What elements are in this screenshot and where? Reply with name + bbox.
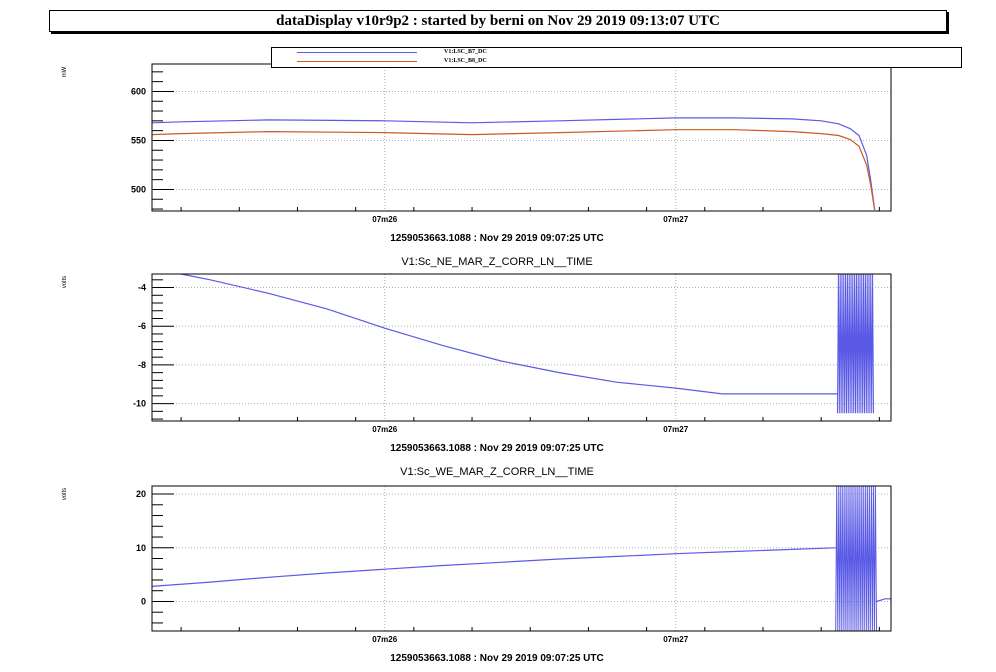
chart-1: 500 550 600 07m26 07m27 mW 1259053663.1088 : N… <box>62 63 892 244</box>
plot-frame <box>151 273 892 422</box>
x-axis-label: 1259053663.1088 : Nov 29 2019 09:07:25 U… <box>390 233 603 244</box>
y-tick-label: -4 <box>138 283 146 293</box>
series-line <box>151 547 836 587</box>
x-tick-label: 07m26 <box>372 425 397 434</box>
page-title-box: dataDisplay v10r9p2 : started by berni o… <box>49 10 947 32</box>
legend: V1:LSC_B7_DC V1:LSC_B8_DC <box>271 47 962 68</box>
series-tail <box>876 598 891 603</box>
legend-label: V1:LSC_B8_DC <box>444 58 487 64</box>
chart-2: -4 -6 -8 -10 07m26 07m27 volts 1259053663.1088 … <box>62 256 892 454</box>
page-title: dataDisplay v10r9p2 : started by berni o… <box>276 13 720 29</box>
y-tick-label: 0 <box>141 596 146 606</box>
oscillation-burst <box>835 485 877 632</box>
y-axis-label: mW <box>62 66 68 77</box>
y-tick-label: 10 <box>136 543 146 553</box>
legend-swatch <box>297 61 417 62</box>
legend-entry: V1:LSC_B8_DC <box>272 57 961 66</box>
plot-frame <box>151 485 892 632</box>
chart-title: V1:Sc_WE_MAR_Z_CORR_LN__TIME <box>400 466 594 478</box>
legend-label: V1:LSC_B7_DC <box>444 49 487 55</box>
x-tick-label: 07m26 <box>372 635 397 644</box>
y-axis-label: volts <box>62 488 68 500</box>
y-tick-label: -10 <box>133 399 146 409</box>
x-tick-label: 07m27 <box>663 215 688 224</box>
series-line <box>151 129 876 211</box>
chart-3: 0 10 20 07m26 07m27 volts 1259053663.1088 : No… <box>62 466 892 664</box>
x-axis-label: 1259053663.1088 : Nov 29 2019 09:07:25 U… <box>390 443 603 454</box>
y-tick-label: -6 <box>138 321 146 331</box>
y-tick-label: 550 <box>131 135 146 145</box>
x-tick-label: 07m27 <box>663 635 688 644</box>
y-tick-label: 500 <box>131 184 146 194</box>
series-line <box>180 273 838 395</box>
series-line <box>151 117 876 211</box>
oscillation-burst <box>837 273 874 414</box>
legend-entry: V1:LSC_B7_DC <box>272 48 961 57</box>
x-tick-label: 07m26 <box>372 215 397 224</box>
legend-swatch <box>297 52 417 53</box>
x-tick-label: 07m27 <box>663 425 688 434</box>
y-tick-label: -8 <box>138 360 146 370</box>
y-tick-label: 20 <box>136 489 146 499</box>
chart-title: V1:Sc_NE_MAR_Z_CORR_LN__TIME <box>401 256 592 268</box>
y-tick-label: 600 <box>131 86 146 96</box>
y-axis-label: volts <box>62 276 68 288</box>
x-axis-label: 1259053663.1088 : Nov 29 2019 09:07:25 U… <box>390 653 603 664</box>
